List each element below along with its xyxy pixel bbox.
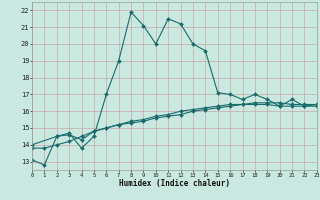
X-axis label: Humidex (Indice chaleur): Humidex (Indice chaleur) (119, 179, 230, 188)
